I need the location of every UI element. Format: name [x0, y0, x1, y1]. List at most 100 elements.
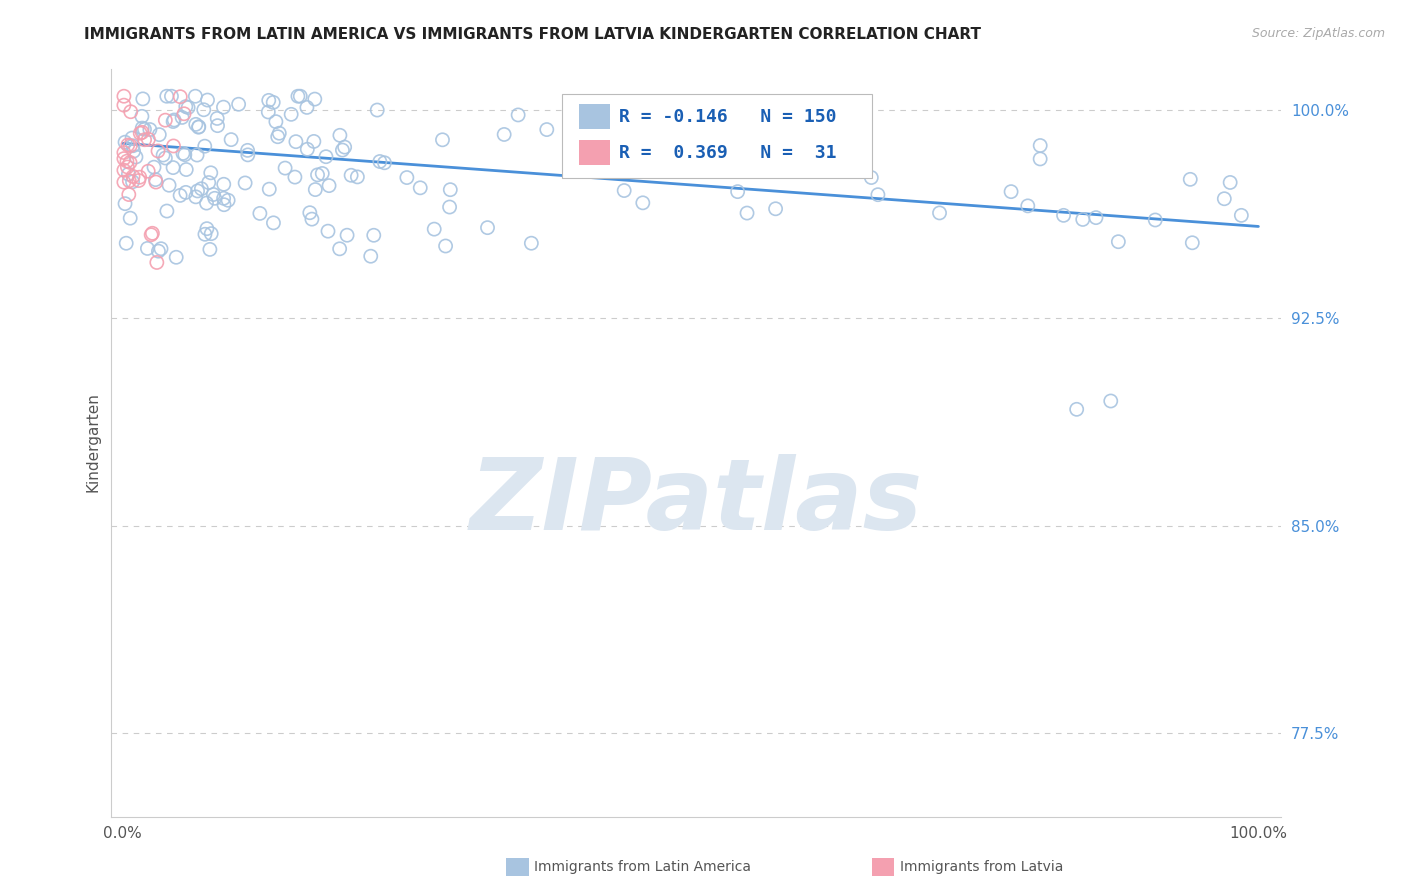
Point [200, 166, 222, 180]
Point [346, 169, 368, 184]
Point [131, 125, 153, 139]
Point [115, 236, 138, 251]
Point [295, 100, 318, 114]
Point [187, 184, 209, 198]
Point [363, 228, 385, 243]
Point [801, 151, 824, 165]
Point [301, 212, 323, 227]
Point [336, 228, 359, 243]
Point [186, 148, 208, 162]
Point [494, 128, 516, 142]
Point [439, 200, 461, 214]
Point [329, 128, 352, 143]
Text: Immigrants from Latvia: Immigrants from Latvia [900, 860, 1063, 874]
Point [128, 170, 150, 185]
Point [290, 89, 312, 103]
Point [477, 220, 499, 235]
Point [219, 133, 242, 147]
Point [568, 157, 591, 171]
Point [156, 89, 179, 103]
Point [395, 170, 418, 185]
Point [280, 107, 302, 121]
Point [152, 148, 174, 162]
Point [262, 95, 284, 110]
Point [139, 122, 162, 136]
Point [204, 191, 226, 205]
Point [148, 244, 170, 259]
Point [143, 160, 166, 174]
Point [267, 129, 290, 144]
Point [423, 222, 446, 236]
Point [264, 114, 287, 128]
Point [146, 144, 169, 158]
Point [637, 143, 659, 157]
Point [1071, 212, 1094, 227]
Point [121, 175, 143, 189]
Point [173, 147, 195, 161]
Point [174, 162, 197, 177]
Point [157, 178, 180, 193]
Point [1099, 394, 1122, 409]
Point [145, 175, 167, 189]
Point [146, 255, 169, 269]
Point [129, 126, 152, 140]
Point [333, 140, 356, 154]
Point [735, 206, 758, 220]
Point [194, 227, 217, 242]
Point [187, 120, 209, 135]
Point [134, 122, 156, 136]
Point [1029, 152, 1052, 166]
Point [160, 89, 183, 103]
Point [155, 151, 177, 165]
Point [236, 148, 259, 162]
Point [131, 121, 153, 136]
Point [302, 135, 325, 149]
Point [212, 197, 235, 211]
Point [195, 221, 218, 235]
Point [613, 184, 636, 198]
Point [141, 227, 163, 242]
Text: R = -0.146   N = 150: R = -0.146 N = 150 [619, 108, 837, 126]
Point [205, 112, 228, 126]
Point [1144, 213, 1167, 227]
Point [259, 182, 281, 196]
Point [117, 167, 139, 181]
Point [118, 187, 141, 202]
Point [1219, 176, 1241, 190]
Point [112, 145, 135, 160]
Point [148, 128, 170, 142]
Point [1000, 185, 1022, 199]
Point [439, 183, 461, 197]
Point [329, 242, 352, 256]
Point [1213, 192, 1236, 206]
Point [193, 103, 215, 117]
Point [432, 133, 454, 147]
Point [112, 163, 135, 178]
Point [287, 89, 309, 103]
Point [297, 142, 319, 156]
Point [284, 135, 307, 149]
Point [212, 178, 235, 192]
Point [120, 138, 142, 153]
Point [112, 98, 135, 112]
Point [184, 117, 207, 131]
Point [228, 97, 250, 112]
Point [236, 144, 259, 158]
Point [184, 190, 207, 204]
Text: R =  0.369   N =  31: R = 0.369 N = 31 [619, 144, 837, 161]
Point [145, 172, 167, 186]
Point [1107, 235, 1129, 249]
Point [217, 194, 239, 208]
Point [197, 93, 219, 107]
Point [373, 155, 395, 169]
Point [717, 118, 740, 132]
Point [409, 181, 432, 195]
Text: Immigrants from Latin America: Immigrants from Latin America [534, 860, 751, 874]
Point [120, 104, 142, 119]
Point [316, 224, 339, 238]
Point [284, 170, 307, 185]
Point [165, 250, 187, 264]
Point [536, 122, 558, 136]
Point [118, 155, 141, 169]
Point [332, 143, 354, 157]
